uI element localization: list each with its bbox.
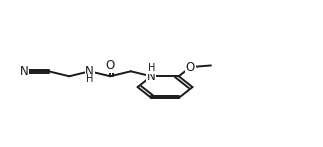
Text: H: H <box>86 74 93 84</box>
Text: O: O <box>106 59 115 72</box>
Text: N: N <box>85 65 94 78</box>
Text: N: N <box>20 65 29 78</box>
Text: O: O <box>186 61 195 74</box>
Text: N: N <box>147 70 156 83</box>
Text: H: H <box>148 63 155 73</box>
